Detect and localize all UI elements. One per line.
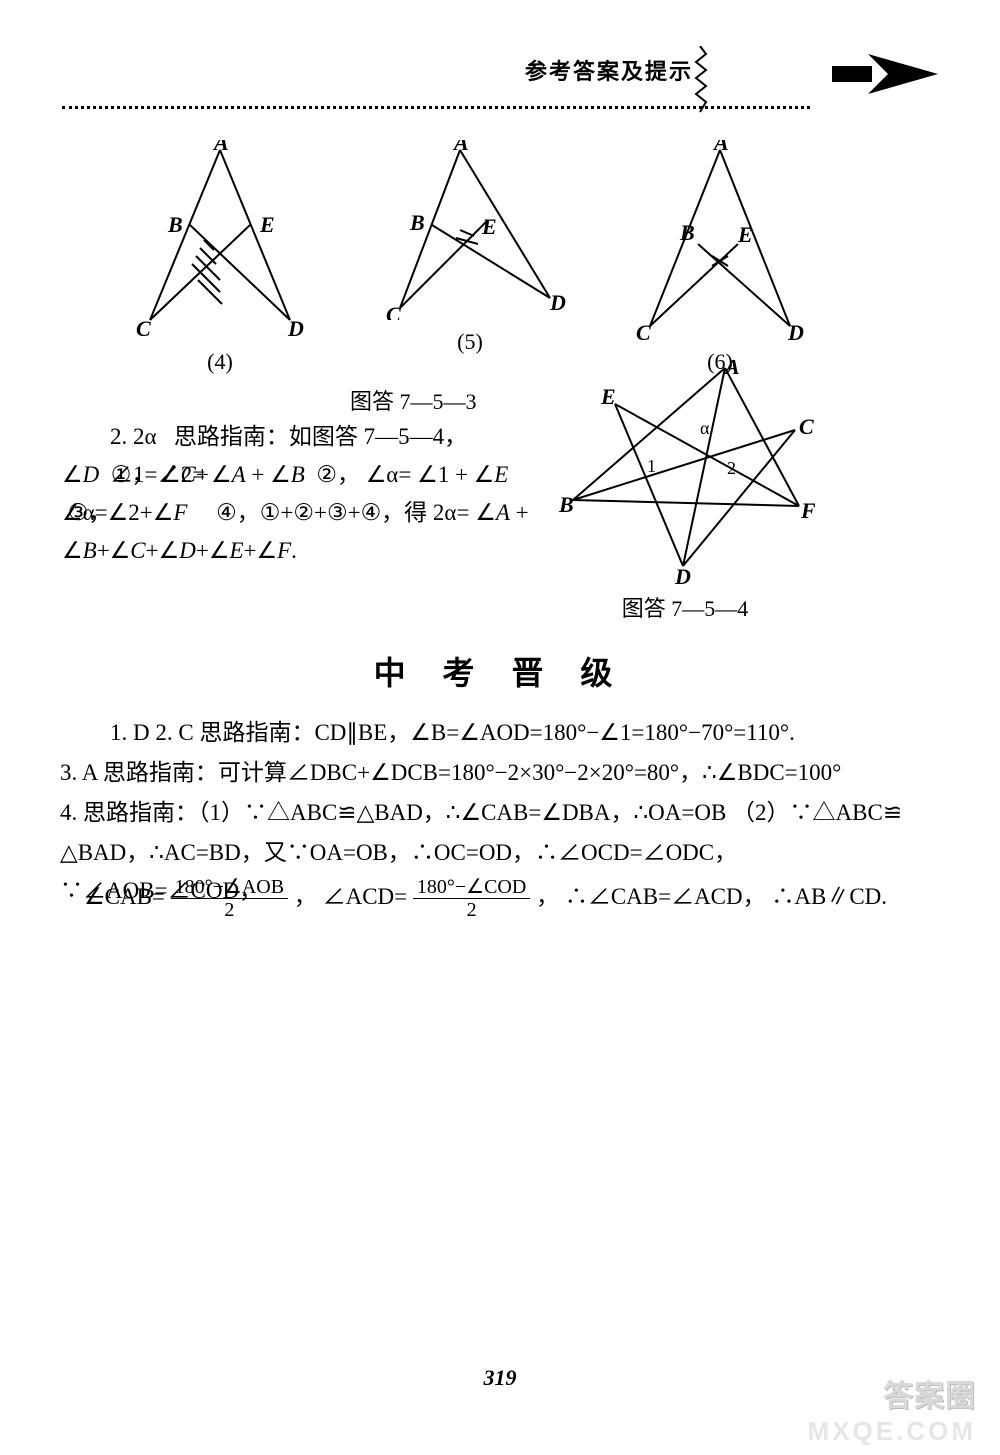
- star-C: C: [799, 414, 814, 439]
- watermark-url: MXQE.COM: [808, 1416, 976, 1447]
- star-D: D: [674, 564, 691, 589]
- page: 参考答案及提示: [0, 0, 1000, 1455]
- page-number: 319: [0, 1365, 1000, 1391]
- p2-l4k: .: [291, 538, 297, 563]
- exam-l3: 4. 思路指南：（1）∵△ABC≌△BAD，∴∠CAB=∠DBA，∴OA=OB …: [60, 800, 902, 825]
- p2-l4g: +∠: [196, 538, 230, 563]
- p2-l4f: D: [179, 538, 196, 563]
- p2-l2f: B: [291, 462, 305, 487]
- fig6-B: B: [679, 220, 695, 245]
- p2-l4i: +∠: [244, 538, 278, 563]
- frac2-num: 180°−∠COD: [413, 876, 530, 899]
- exam-l2: 3. A 思路指南：可计算∠DBC+∠DCB=180°−2×30°−2×20°=…: [60, 760, 841, 785]
- star-E: E: [600, 384, 616, 409]
- fig5-E: E: [481, 214, 497, 239]
- problem-2-text-4: ∠B+∠C+∠D+∠E+∠F.: [62, 532, 552, 570]
- star-F: F: [800, 498, 815, 523]
- exam-line-3: 4. 思路指南：（1）∵△ABC≌△BAD，∴∠CAB=∠DBA，∴OA=OB …: [60, 794, 920, 832]
- fig5-D: D: [549, 290, 566, 315]
- exam-line-2: 3. A 思路指南：可计算∠DBC+∠DCB=180°−2×30°−2×20°=…: [60, 754, 920, 792]
- zigzag-divider: [694, 46, 708, 121]
- p2-l3d: A: [496, 500, 510, 525]
- fig4-D: D: [287, 316, 304, 340]
- p2-l4b: B: [83, 538, 97, 563]
- p2-l4a: ∠: [62, 538, 83, 563]
- p2-l4e: +∠: [146, 538, 180, 563]
- fig5-label: (5): [370, 329, 570, 355]
- fig4-E: E: [259, 212, 275, 237]
- figure-4: A B E C D (4): [120, 140, 320, 360]
- fig5-C: C: [386, 302, 401, 320]
- frac1-den: 2: [171, 899, 288, 921]
- figures-row-caption: 图答 7—5—3: [350, 384, 477, 416]
- fig6-C: C: [636, 320, 651, 340]
- fig4-label: (4): [120, 349, 320, 375]
- problem-2-text-3: ∠α=∠2+∠F ④，①+②+③+④，得 2α= ∠A +: [62, 494, 552, 532]
- p2-l2g: ， ∠α= ∠1 + ∠: [337, 462, 494, 487]
- p2-c2: ②: [316, 462, 337, 487]
- exam-line-1: 1. D 2. C 思路指南：CD∥BE，∠B=∠AOD=180°−∠1=180…: [110, 714, 910, 752]
- fig5-A: A: [452, 140, 469, 155]
- fig4-C: C: [136, 316, 151, 340]
- figure-6: A B E C D (6): [620, 140, 820, 360]
- p2-l4h: E: [229, 538, 243, 563]
- p2-l2b: D: [83, 462, 100, 487]
- star-two: 2: [727, 458, 736, 478]
- star-B: B: [558, 492, 574, 517]
- fig4-A: A: [212, 140, 229, 155]
- star-alpha: α: [700, 418, 710, 438]
- p2-l4c: +∠: [97, 538, 131, 563]
- frac1-num: 180°−∠AOB: [171, 876, 288, 899]
- star-one: 1: [647, 456, 656, 476]
- p2-l2c: ， ∠2= ∠: [131, 462, 231, 487]
- fig5-B: B: [409, 210, 425, 235]
- fig6-E: E: [737, 222, 753, 247]
- p2-l3a: ∠α=∠2+∠: [62, 500, 173, 525]
- p2-l2d: A: [232, 462, 246, 487]
- fig6-D: D: [787, 320, 804, 340]
- watermark-badge: 答案圈: [883, 1371, 976, 1415]
- p2-l4j: F: [277, 538, 291, 563]
- p2-l2h: E: [494, 462, 508, 487]
- exam-line-5: ∠CAB= 180°−∠AOB 2 ， ∠ACD= 180°−∠COD 2 ， …: [84, 872, 924, 922]
- p2-l1a: 2. 2α: [110, 424, 157, 449]
- dotted-divider: [62, 106, 810, 109]
- exam-l5a: ∠CAB=: [84, 884, 165, 909]
- p2-l2a: ∠: [62, 462, 83, 487]
- p2-c1: ①: [111, 462, 132, 487]
- figures-row: A B E C D (4): [120, 140, 820, 360]
- fraction-2: 180°−∠COD 2: [413, 876, 530, 921]
- p2-c4: ④: [216, 500, 237, 525]
- figure-5: A B E C D (5): [370, 140, 570, 360]
- star-figure: A B C D E F α 1 2 图答 7—5—4: [555, 360, 815, 623]
- p2-l4d: C: [130, 538, 145, 563]
- exam-l5c: ， ∴∠CAB=∠ACD， ∴AB∥CD.: [536, 884, 887, 909]
- exam-l1: 1. D 2. C 思路指南：CD∥BE，∠B=∠AOD=180°−∠1=180…: [110, 720, 795, 745]
- fig6-A: A: [712, 140, 729, 155]
- header-arrow-icon: [828, 44, 938, 109]
- fraction-1: 180°−∠AOB 2: [171, 876, 288, 921]
- star-A: A: [723, 360, 740, 379]
- header-title: 参考答案及提示: [525, 54, 693, 86]
- p2-l3c: ，①+②+③+④，得 2α= ∠: [237, 500, 496, 525]
- fig4-B: B: [167, 212, 183, 237]
- star-caption: 图答 7—5—4: [555, 591, 815, 623]
- section-title: 中 考 晋 级: [0, 648, 1000, 694]
- exam-l5b: ， ∠ACD=: [294, 884, 407, 909]
- p2-l3e: +: [510, 500, 529, 525]
- p2-l3b: F: [173, 500, 187, 525]
- frac2-den: 2: [413, 899, 530, 921]
- p2-l2e: + ∠: [246, 462, 291, 487]
